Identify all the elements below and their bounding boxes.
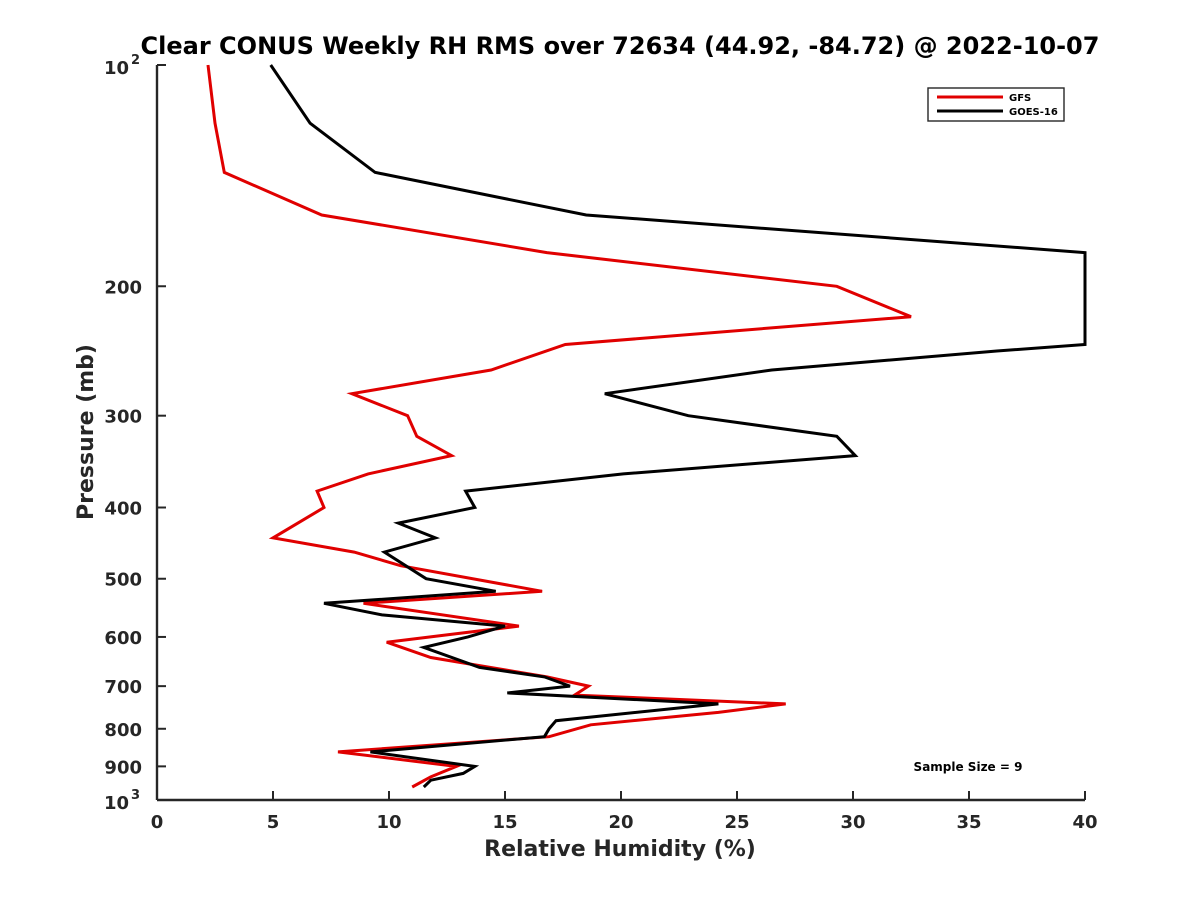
y-tick-label: 800 xyxy=(104,720,142,741)
y-tick-label: 700 xyxy=(104,677,142,698)
x-tick-label: 20 xyxy=(608,812,633,833)
series-line-gfs xyxy=(206,64,912,789)
y-tick-label: 300 xyxy=(104,407,142,428)
y-tick-exponent: 3 xyxy=(131,788,140,803)
legend-label: GFS xyxy=(1009,93,1031,104)
x-tick-label: 35 xyxy=(956,812,981,833)
y-tick-exponent: 2 xyxy=(131,53,140,68)
y-tick-label: 900 xyxy=(104,757,142,778)
x-tick-label: 5 xyxy=(267,812,280,833)
legend: GFS GOES-16 xyxy=(927,87,1065,122)
y-tick-label: 10 xyxy=(104,793,129,814)
x-tick-label: 15 xyxy=(492,812,517,833)
chart-title: Clear CONUS Weekly RH RMS over 72634 (44… xyxy=(141,32,1100,60)
sample-size-annotation: Sample Size = 9 xyxy=(914,760,1023,774)
x-axis-label: Relative Humidity (%) xyxy=(484,837,756,862)
y-tick-label: 10 xyxy=(104,58,129,79)
legend-label: GOES-16 xyxy=(1009,107,1058,118)
y-tick-label: 600 xyxy=(104,628,142,649)
x-tick-label: 40 xyxy=(1072,812,1097,833)
x-tick-label: 10 xyxy=(376,812,401,833)
x-tick-label: 0 xyxy=(151,812,164,833)
y-tick-label: 400 xyxy=(104,499,142,520)
y-tick-label: 200 xyxy=(104,277,142,298)
y-tick-label: 500 xyxy=(104,570,142,591)
y-axis-label: Pressure (mb) xyxy=(74,344,99,520)
series-line-goes-16 xyxy=(269,64,1087,789)
legend-box xyxy=(927,87,1065,122)
x-tick-label: 30 xyxy=(840,812,865,833)
x-tick-label: 25 xyxy=(724,812,749,833)
